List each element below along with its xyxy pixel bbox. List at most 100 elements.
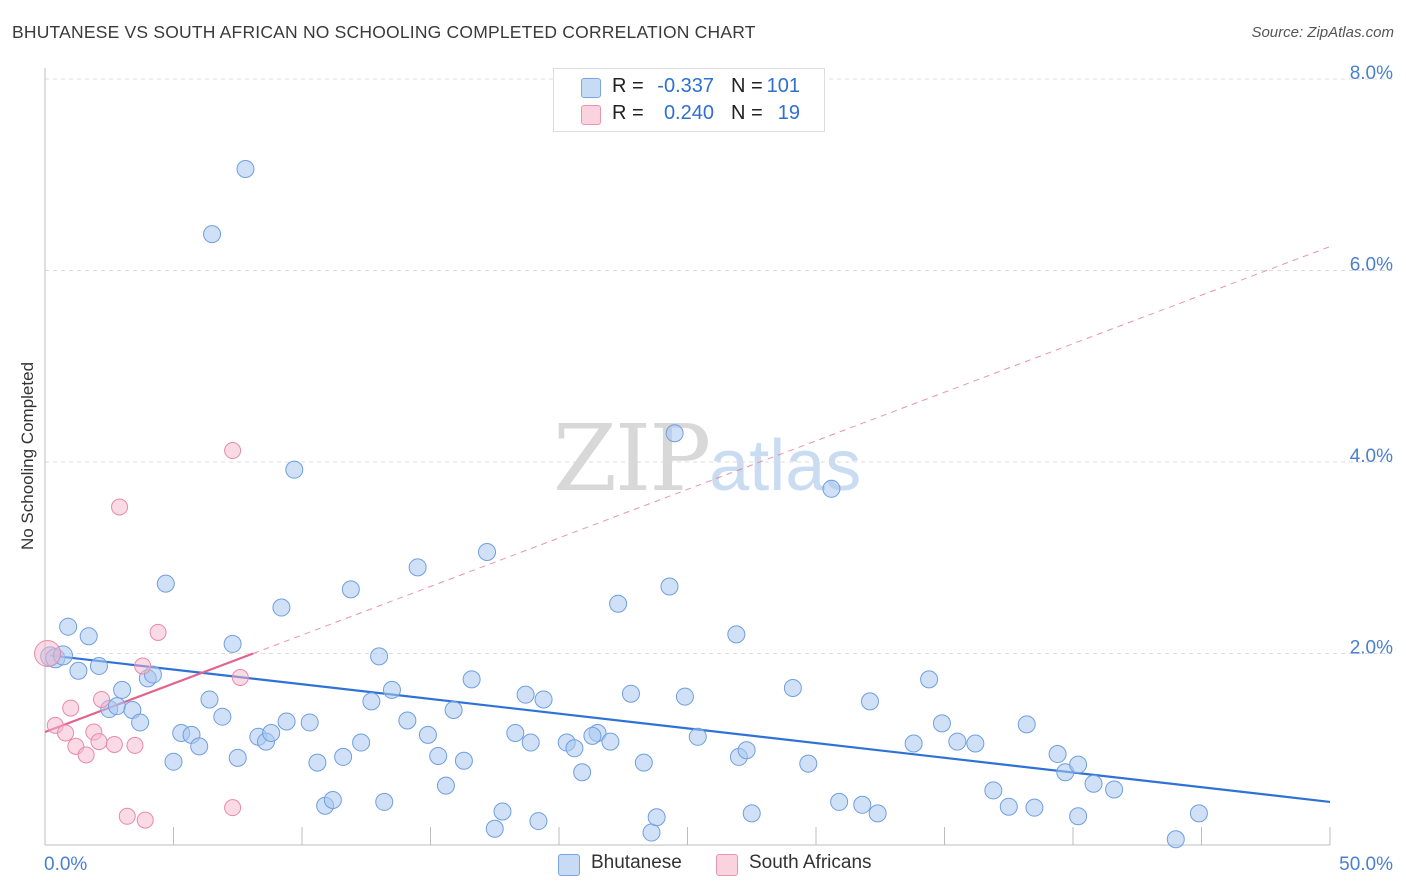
x-tick-label: 50.0% [1339,854,1393,875]
point-bhutanese [352,733,371,752]
point-bhutanese [799,754,818,773]
point-bhutanese [660,577,679,596]
point-bhutanese [334,747,353,766]
point-bhutanese [408,558,427,577]
x-tick-label: 0.0% [44,854,87,875]
point-south-african [224,442,242,460]
point-bhutanese [323,790,342,809]
legend-r-value: -0.337 [657,75,714,97]
point-bhutanese [999,797,1018,816]
point-bhutanese [375,792,394,811]
point-bhutanese [822,479,841,498]
point-south-african [231,668,249,686]
point-bhutanese [688,727,707,746]
point-bhutanese [830,792,849,811]
point-bhutanese [156,574,175,593]
point-south-african [224,799,242,817]
bottom-legend-label: South Africans [749,852,872,873]
point-bhutanese [583,726,602,745]
legend-r-value: 0.240 [663,102,714,124]
point-bhutanese [506,723,525,742]
point-bhutanese [1025,798,1044,817]
point-bhutanese [665,424,684,443]
point-bhutanese [565,739,584,758]
point-bhutanese [853,795,872,814]
point-bhutanese [418,725,437,744]
point-bhutanese [429,746,448,765]
source-label: Source: ZipAtlas.com [1251,24,1394,41]
point-bhutanese [300,713,319,732]
chart-title: BHUTANESE VS SOUTH AFRICAN NO SCHOOLING … [12,22,756,42]
watermark-zip: ZIP [553,405,711,512]
point-bhutanese [621,684,640,703]
point-bhutanese [737,741,756,760]
point-bhutanese [932,714,951,733]
trend-line-south-africans-extension [252,246,1331,654]
point-bhutanese [727,625,746,644]
point-bhutanese [285,460,304,479]
data-points [34,160,1208,849]
point-bhutanese [362,692,381,711]
legend-swatch-bhutanese [581,78,601,98]
legend-n-label: N = [731,102,763,124]
point-bhutanese [200,690,219,709]
point-south-african [149,623,167,641]
watermark: ZIPatlas [553,405,861,512]
point-south-african [93,690,111,708]
y-tick-label: 4.0% [1350,446,1393,467]
point-bhutanese [529,812,548,831]
point-bhutanese [236,160,255,179]
point-bhutanese [164,752,183,771]
point-bhutanese [370,647,389,666]
point-bhutanese [113,680,132,699]
point-south-african [118,807,136,825]
point-bhutanese [478,543,497,562]
point-bhutanese [675,687,694,706]
point-bhutanese [1189,804,1208,823]
point-bhutanese [213,707,232,726]
point-south-african [57,724,75,742]
legend-r-label: R = [612,75,644,97]
point-bhutanese [948,732,967,751]
point-bhutanese [341,580,360,599]
bottom-legend-label: Bhutanese [591,852,682,873]
point-bhutanese [516,685,535,704]
y-tick-label: 6.0% [1350,255,1393,276]
tick-labels: 2.0% 4.0% 6.0% 8.0% 0.0% 50.0% [44,63,1393,875]
point-bhutanese [436,776,455,795]
point-bhutanese [203,225,222,244]
bottom-legend-swatch-bhutanese [558,854,580,876]
legend-n-value: 101 [766,75,800,97]
point-bhutanese [1105,780,1124,799]
point-bhutanese [1017,715,1036,734]
point-bhutanese [783,678,802,697]
point-bhutanese [131,713,150,732]
point-bhutanese [920,670,939,689]
point-bhutanese [272,598,291,617]
axes [44,68,1331,846]
point-south-african [111,498,129,516]
point-south-african [105,735,123,753]
point-south-african [90,733,108,751]
point-bhutanese [860,692,879,711]
point-south-african [136,811,154,829]
point-bhutanese [223,634,242,653]
y-tick-label: 8.0% [1350,63,1393,84]
point-bhutanese [382,680,401,699]
point-bhutanese [493,802,512,821]
point-south-african [62,699,80,717]
point-south-african [34,640,62,667]
point-bhutanese [634,753,653,772]
trend-line-bhutanese [50,654,1331,804]
point-bhutanese [454,751,473,770]
point-bhutanese [904,734,923,753]
point-bhutanese [262,723,281,742]
legend-n-value: 19 [777,102,800,124]
point-bhutanese [308,753,327,772]
trend-lines [44,246,1331,804]
point-bhutanese [398,711,417,730]
point-bhutanese [534,690,553,709]
point-bhutanese [868,804,887,823]
point-bhutanese [521,733,540,752]
